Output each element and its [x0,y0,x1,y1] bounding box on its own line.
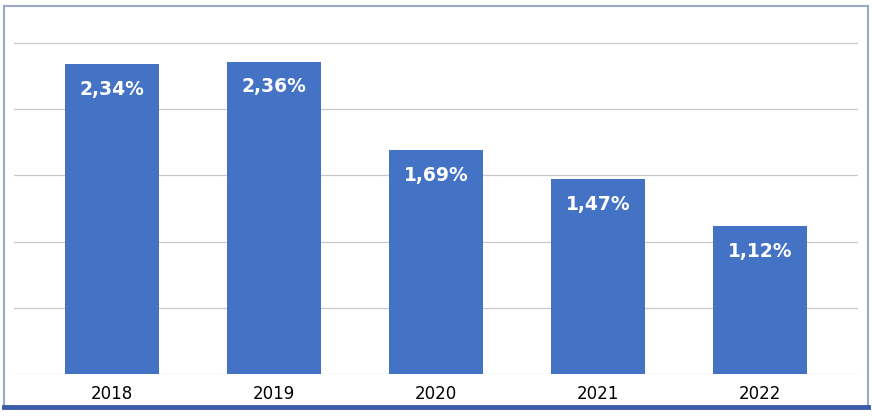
Bar [227,62,321,374]
Text: 1,12%: 1,12% [728,241,793,261]
Text: 2,34%: 2,34% [79,80,144,99]
Text: 1,69%: 1,69% [404,166,468,185]
Bar [389,150,483,374]
Bar [65,64,159,374]
Text: 2,36%: 2,36% [242,78,306,96]
Text: 1,47%: 1,47% [566,195,630,214]
Bar [713,226,807,374]
Bar [551,179,645,374]
